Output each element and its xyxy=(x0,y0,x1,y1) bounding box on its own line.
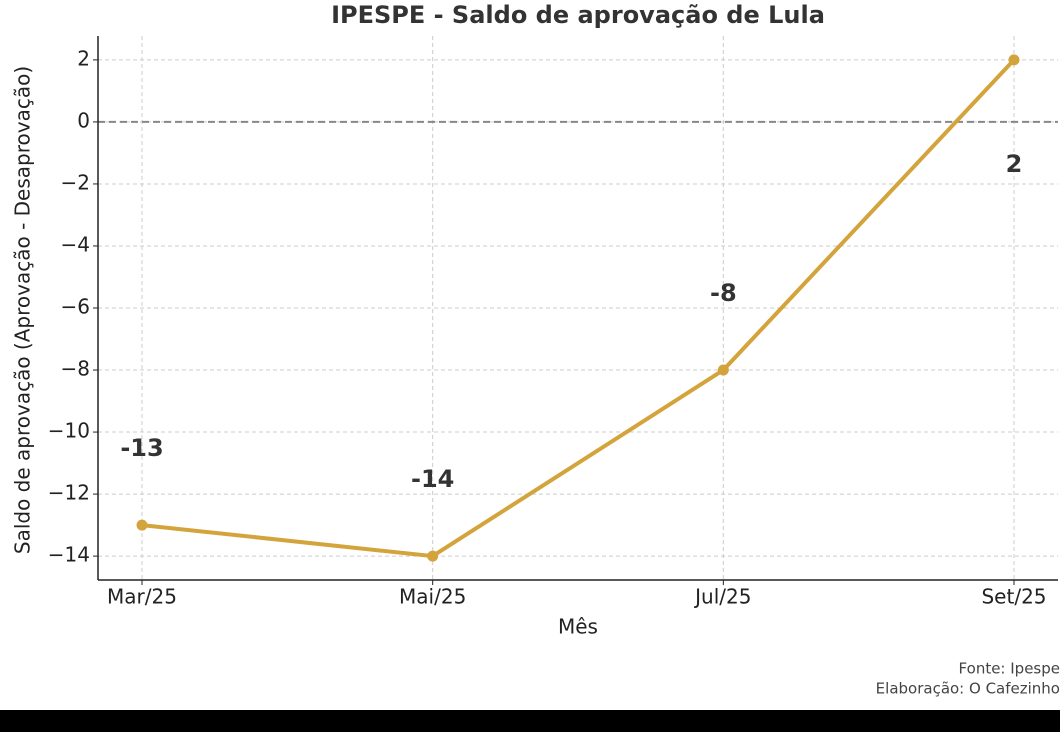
x-tick-label: Mai/25 xyxy=(399,585,466,609)
y-tick-label: −14 xyxy=(48,543,90,567)
source-note: Fonte: Ipespe xyxy=(959,660,1060,678)
bottom-band xyxy=(0,710,1060,732)
x-tick-label: Jul/25 xyxy=(693,585,751,609)
data-label: -14 xyxy=(411,465,454,493)
x-axis-label: Mês xyxy=(558,615,598,639)
y-tick-label: 2 xyxy=(77,46,90,70)
data-label: -8 xyxy=(710,279,737,307)
data-label: -13 xyxy=(120,434,163,462)
point xyxy=(136,519,148,531)
y-tick-label: −4 xyxy=(61,232,90,256)
y-tick-label: −12 xyxy=(48,481,90,505)
chart-title: IPESPE - Saldo de aprovação de Lula xyxy=(331,1,825,29)
series-line xyxy=(141,58,1016,559)
y-tick-label: −10 xyxy=(48,419,90,443)
y-axis-label: Saldo de aprovação (Aprovação - Desaprov… xyxy=(11,66,35,554)
point xyxy=(717,364,729,376)
y-tick-label: −6 xyxy=(61,295,90,319)
data-label: 2 xyxy=(1006,150,1023,178)
y-tick-label: 0 xyxy=(77,108,90,132)
y-tick-label: −8 xyxy=(61,357,90,381)
y-tick-label: −2 xyxy=(61,170,90,194)
credit-note: Elaboração: O Cafezinho xyxy=(876,680,1060,698)
point xyxy=(1008,54,1020,66)
x-tick-label: Mar/25 xyxy=(107,585,177,609)
x-tick-label: Set/25 xyxy=(981,585,1046,609)
point xyxy=(427,550,439,562)
